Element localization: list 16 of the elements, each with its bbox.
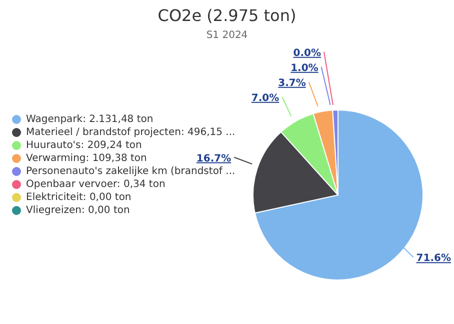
data-label: 7.0%	[251, 92, 280, 104]
legend-label: Personenauto's zakelijke km (brandstof ...	[26, 165, 236, 178]
legend-label: Vliegreizen: 0,00 ton	[26, 204, 130, 217]
legend-label: Openbaar vervoer: 0,34 ton	[26, 178, 166, 191]
data-label: 16.7%	[196, 153, 232, 164]
legend-label: Elektriciteit: 0,00 ton	[26, 191, 132, 204]
text: 0.0%	[293, 48, 321, 59]
data-label: 71.6%	[416, 253, 451, 264]
chart-subtitle: S1 2024	[205, 30, 249, 41]
data-label: 3.7%	[278, 78, 306, 89]
legend-label: Huurauto's: 209,24 ton	[26, 139, 142, 152]
chart-title: CO2e (2.975 ton)	[156, 6, 298, 25]
legend-label: Wagenpark: 2.131,48 ton	[26, 113, 154, 126]
legend-label: Verwarming: 109,38 ton	[26, 152, 147, 165]
data-label: 1.0%	[290, 62, 318, 74]
legend-label: Materieel / brandstof projecten: 496,15 ...	[26, 126, 236, 139]
